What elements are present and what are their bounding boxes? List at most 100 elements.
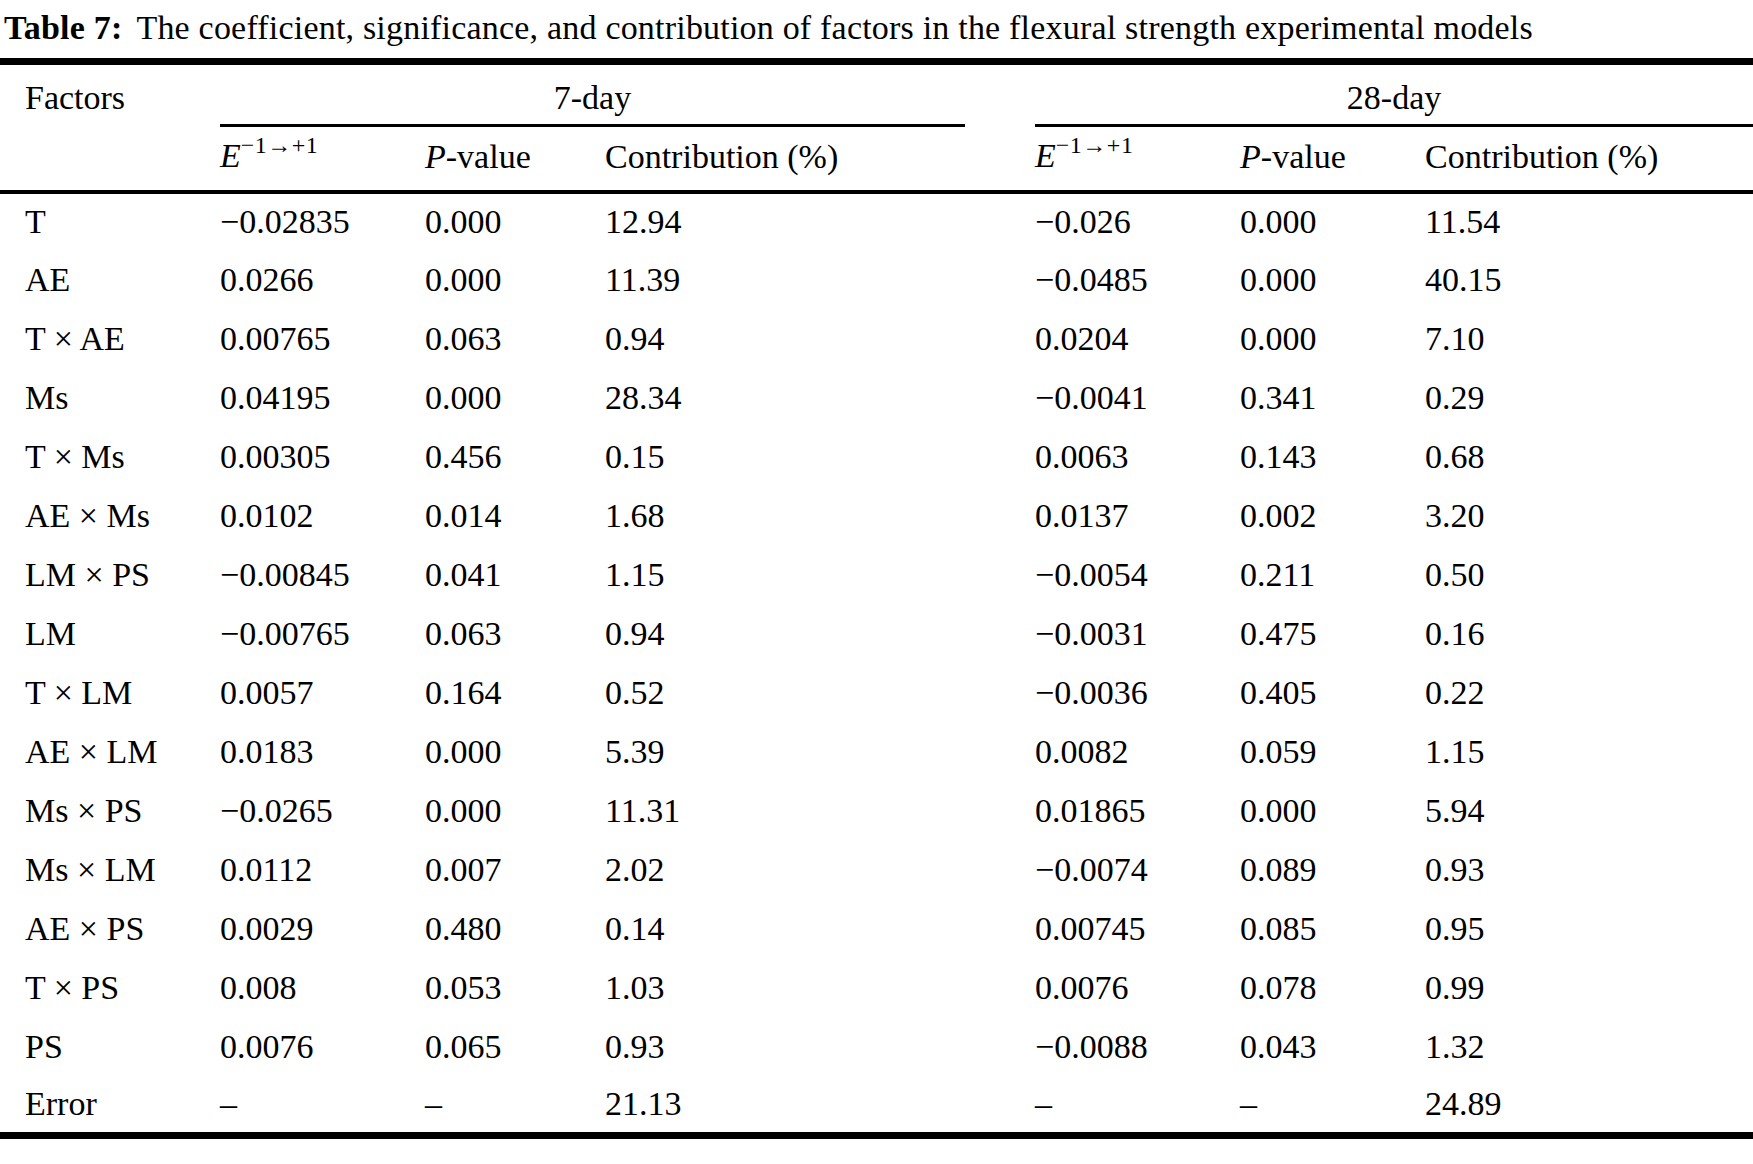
effect-value-7day: 0.0183 bbox=[220, 723, 425, 782]
effect-value-7day: 0.008 bbox=[220, 959, 425, 1018]
contribution-value-7day: 5.39 bbox=[605, 723, 965, 782]
table-row: T × PS0.0080.0531.030.00760.0780.99 bbox=[0, 959, 1753, 1018]
contribution-value-28day: 7.10 bbox=[1425, 310, 1753, 369]
factors-column-header: Factors bbox=[0, 62, 220, 192]
contribution-header-7day: Contribution (%) bbox=[605, 126, 965, 192]
factor-cell: T bbox=[0, 192, 220, 251]
contribution-header-28day: Contribution (%) bbox=[1425, 126, 1753, 192]
pvalue-value-28day: 0.089 bbox=[1240, 841, 1425, 900]
effect-header-7day: E−1→+1 bbox=[220, 126, 425, 192]
effect-value-28day: 0.0137 bbox=[1035, 487, 1240, 546]
pvalue-value-7day: 0.007 bbox=[425, 841, 605, 900]
factor-cell: AE bbox=[0, 251, 220, 310]
gap-cell bbox=[965, 546, 1035, 605]
table-body: T−0.028350.00012.94−0.0260.00011.54AE0.0… bbox=[0, 192, 1753, 1136]
pvalue-value-7day: 0.000 bbox=[425, 369, 605, 428]
pvalue-value-7day: 0.053 bbox=[425, 959, 605, 1018]
pvalue-value-28day: 0.475 bbox=[1240, 605, 1425, 664]
factor-cell: Ms × PS bbox=[0, 782, 220, 841]
effect-superscript: −1→+1 bbox=[241, 132, 319, 158]
pvalue-value-7day: 0.063 bbox=[425, 310, 605, 369]
effect-value-7day: −0.00765 bbox=[220, 605, 425, 664]
pvalue-symbol: P bbox=[425, 138, 446, 175]
pvalue-value-28day: 0.078 bbox=[1240, 959, 1425, 1018]
effect-value-28day: −0.026 bbox=[1035, 192, 1240, 251]
pvalue-value-28day: 0.085 bbox=[1240, 900, 1425, 959]
contribution-value-7day: 0.52 bbox=[605, 664, 965, 723]
table-row: AE × LM0.01830.0005.390.00820.0591.15 bbox=[0, 723, 1753, 782]
effect-value-7day: 0.0112 bbox=[220, 841, 425, 900]
pvalue-value-7day: 0.000 bbox=[425, 192, 605, 251]
gap-cell bbox=[965, 664, 1035, 723]
effect-value-7day: −0.02835 bbox=[220, 192, 425, 251]
pvalue-value-28day: 0.000 bbox=[1240, 310, 1425, 369]
contribution-value-28day: 0.29 bbox=[1425, 369, 1753, 428]
pvalue-value-7day: 0.164 bbox=[425, 664, 605, 723]
factor-cell: Ms bbox=[0, 369, 220, 428]
contribution-value-28day: 0.16 bbox=[1425, 605, 1753, 664]
contribution-value-28day: 0.99 bbox=[1425, 959, 1753, 1018]
table-header: Factors 7-day 28-day E−1→+1 P-value Cont… bbox=[0, 62, 1753, 192]
gap-cell bbox=[965, 428, 1035, 487]
effect-value-28day: 0.0063 bbox=[1035, 428, 1240, 487]
contribution-value-28day: 0.93 bbox=[1425, 841, 1753, 900]
effect-value-7day: 0.04195 bbox=[220, 369, 425, 428]
effect-value-7day: 0.0029 bbox=[220, 900, 425, 959]
contribution-value-28day: 0.68 bbox=[1425, 428, 1753, 487]
effect-symbol: E bbox=[220, 138, 241, 175]
gap-cell bbox=[965, 369, 1035, 428]
contribution-value-28day: 3.20 bbox=[1425, 487, 1753, 546]
table-caption: Table 7:The coefficient, significance, a… bbox=[0, 0, 1753, 58]
gap-cell bbox=[965, 723, 1035, 782]
table-row: T × AE0.007650.0630.940.02040.0007.10 bbox=[0, 310, 1753, 369]
pvalue-value-28day: 0.000 bbox=[1240, 782, 1425, 841]
contribution-value-7day: 28.34 bbox=[605, 369, 965, 428]
effect-value-7day: −0.00845 bbox=[220, 546, 425, 605]
pvalue-header-7day: P-value bbox=[425, 126, 605, 192]
pvalue-value-28day: 0.000 bbox=[1240, 192, 1425, 251]
pvalue-value-28day: 0.341 bbox=[1240, 369, 1425, 428]
contribution-value-28day: 1.32 bbox=[1425, 1018, 1753, 1077]
group-header-28day: 28-day bbox=[1035, 62, 1753, 126]
table-row: T−0.028350.00012.94−0.0260.00011.54 bbox=[0, 192, 1753, 251]
pvalue-value-28day: 0.211 bbox=[1240, 546, 1425, 605]
table-row: Ms0.041950.00028.34−0.00410.3410.29 bbox=[0, 369, 1753, 428]
factor-cell: AE × Ms bbox=[0, 487, 220, 546]
group-header-7day: 7-day bbox=[220, 62, 965, 126]
gap-cell bbox=[965, 1018, 1035, 1077]
gap-cell bbox=[965, 605, 1035, 664]
contribution-value-7day: 1.68 bbox=[605, 487, 965, 546]
effect-value-28day: −0.0074 bbox=[1035, 841, 1240, 900]
effect-value-28day: 0.0076 bbox=[1035, 959, 1240, 1018]
effect-value-28day: −0.0031 bbox=[1035, 605, 1240, 664]
group-gap bbox=[965, 62, 1035, 192]
group-header-row: Factors 7-day 28-day bbox=[0, 62, 1753, 126]
table-row: LM−0.007650.0630.94−0.00310.4750.16 bbox=[0, 605, 1753, 664]
table-row: Error––21.13––24.89 bbox=[0, 1077, 1753, 1136]
gap-cell bbox=[965, 251, 1035, 310]
gap-cell bbox=[965, 782, 1035, 841]
table-row: Ms × PS−0.02650.00011.310.018650.0005.94 bbox=[0, 782, 1753, 841]
contribution-value-7day: 2.02 bbox=[605, 841, 965, 900]
pvalue-value-28day: 0.043 bbox=[1240, 1018, 1425, 1077]
pvalue-value-7day: 0.065 bbox=[425, 1018, 605, 1077]
table-row: PS0.00760.0650.93−0.00880.0431.32 bbox=[0, 1018, 1753, 1077]
contribution-value-7day: 12.94 bbox=[605, 192, 965, 251]
contribution-value-28day: 40.15 bbox=[1425, 251, 1753, 310]
table-row: T × LM0.00570.1640.52−0.00360.4050.22 bbox=[0, 664, 1753, 723]
pvalue-value-28day: 0.000 bbox=[1240, 251, 1425, 310]
effect-value-7day: 0.0057 bbox=[220, 664, 425, 723]
pvalue-value-7day: 0.480 bbox=[425, 900, 605, 959]
pvalue-value-28day: – bbox=[1240, 1077, 1425, 1136]
effect-value-28day: −0.0088 bbox=[1035, 1018, 1240, 1077]
contribution-value-28day: 0.50 bbox=[1425, 546, 1753, 605]
pvalue-value-28day: 0.059 bbox=[1240, 723, 1425, 782]
table-row: LM × PS−0.008450.0411.15−0.00540.2110.50 bbox=[0, 546, 1753, 605]
contribution-value-28day: 11.54 bbox=[1425, 192, 1753, 251]
table-row: AE × Ms0.01020.0141.680.01370.0023.20 bbox=[0, 487, 1753, 546]
contribution-value-28day: 0.95 bbox=[1425, 900, 1753, 959]
factor-cell: T × PS bbox=[0, 959, 220, 1018]
factor-cell: AE × PS bbox=[0, 900, 220, 959]
effect-value-28day: 0.00745 bbox=[1035, 900, 1240, 959]
pvalue-value-7day: – bbox=[425, 1077, 605, 1136]
